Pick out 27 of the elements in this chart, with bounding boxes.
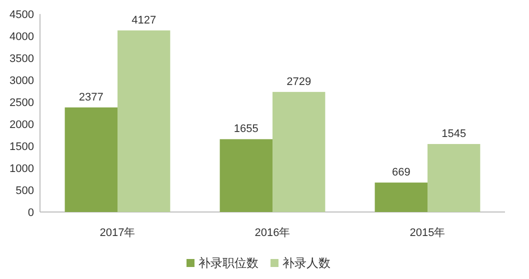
x-tick-label: 2016年 — [254, 227, 290, 239]
data-label: 4127 — [132, 14, 156, 26]
legend-label: 补录人数 — [282, 256, 330, 270]
bar — [272, 92, 326, 212]
y-tick-label: 0 — [28, 207, 34, 219]
data-label: 2729 — [286, 76, 312, 88]
y-tick-label: 500 — [16, 185, 34, 197]
bar — [118, 30, 170, 212]
y-tick-label: 1000 — [10, 163, 34, 175]
data-label: 1545 — [442, 128, 466, 140]
data-label: 2377 — [78, 91, 104, 104]
x-tick-label: 2015年 — [410, 227, 446, 239]
y-tick-label: 2500 — [10, 97, 34, 109]
bar — [428, 144, 480, 212]
y-tick-label: 4500 — [10, 9, 34, 21]
y-tick-label: 3000 — [10, 75, 34, 87]
data-label: 669 — [392, 166, 410, 179]
y-tick-label: 4000 — [10, 31, 34, 43]
bar — [220, 139, 272, 212]
y-tick-label: 2000 — [10, 119, 34, 131]
x-tick-label: 2017年 — [100, 227, 136, 239]
y-tick-label: 1500 — [10, 141, 34, 153]
data-label: 1655 — [234, 123, 258, 136]
bar — [64, 107, 118, 212]
bar — [374, 182, 428, 212]
legend-label: 补录职位数 — [198, 256, 258, 270]
y-tick-label: 3500 — [10, 53, 34, 65]
